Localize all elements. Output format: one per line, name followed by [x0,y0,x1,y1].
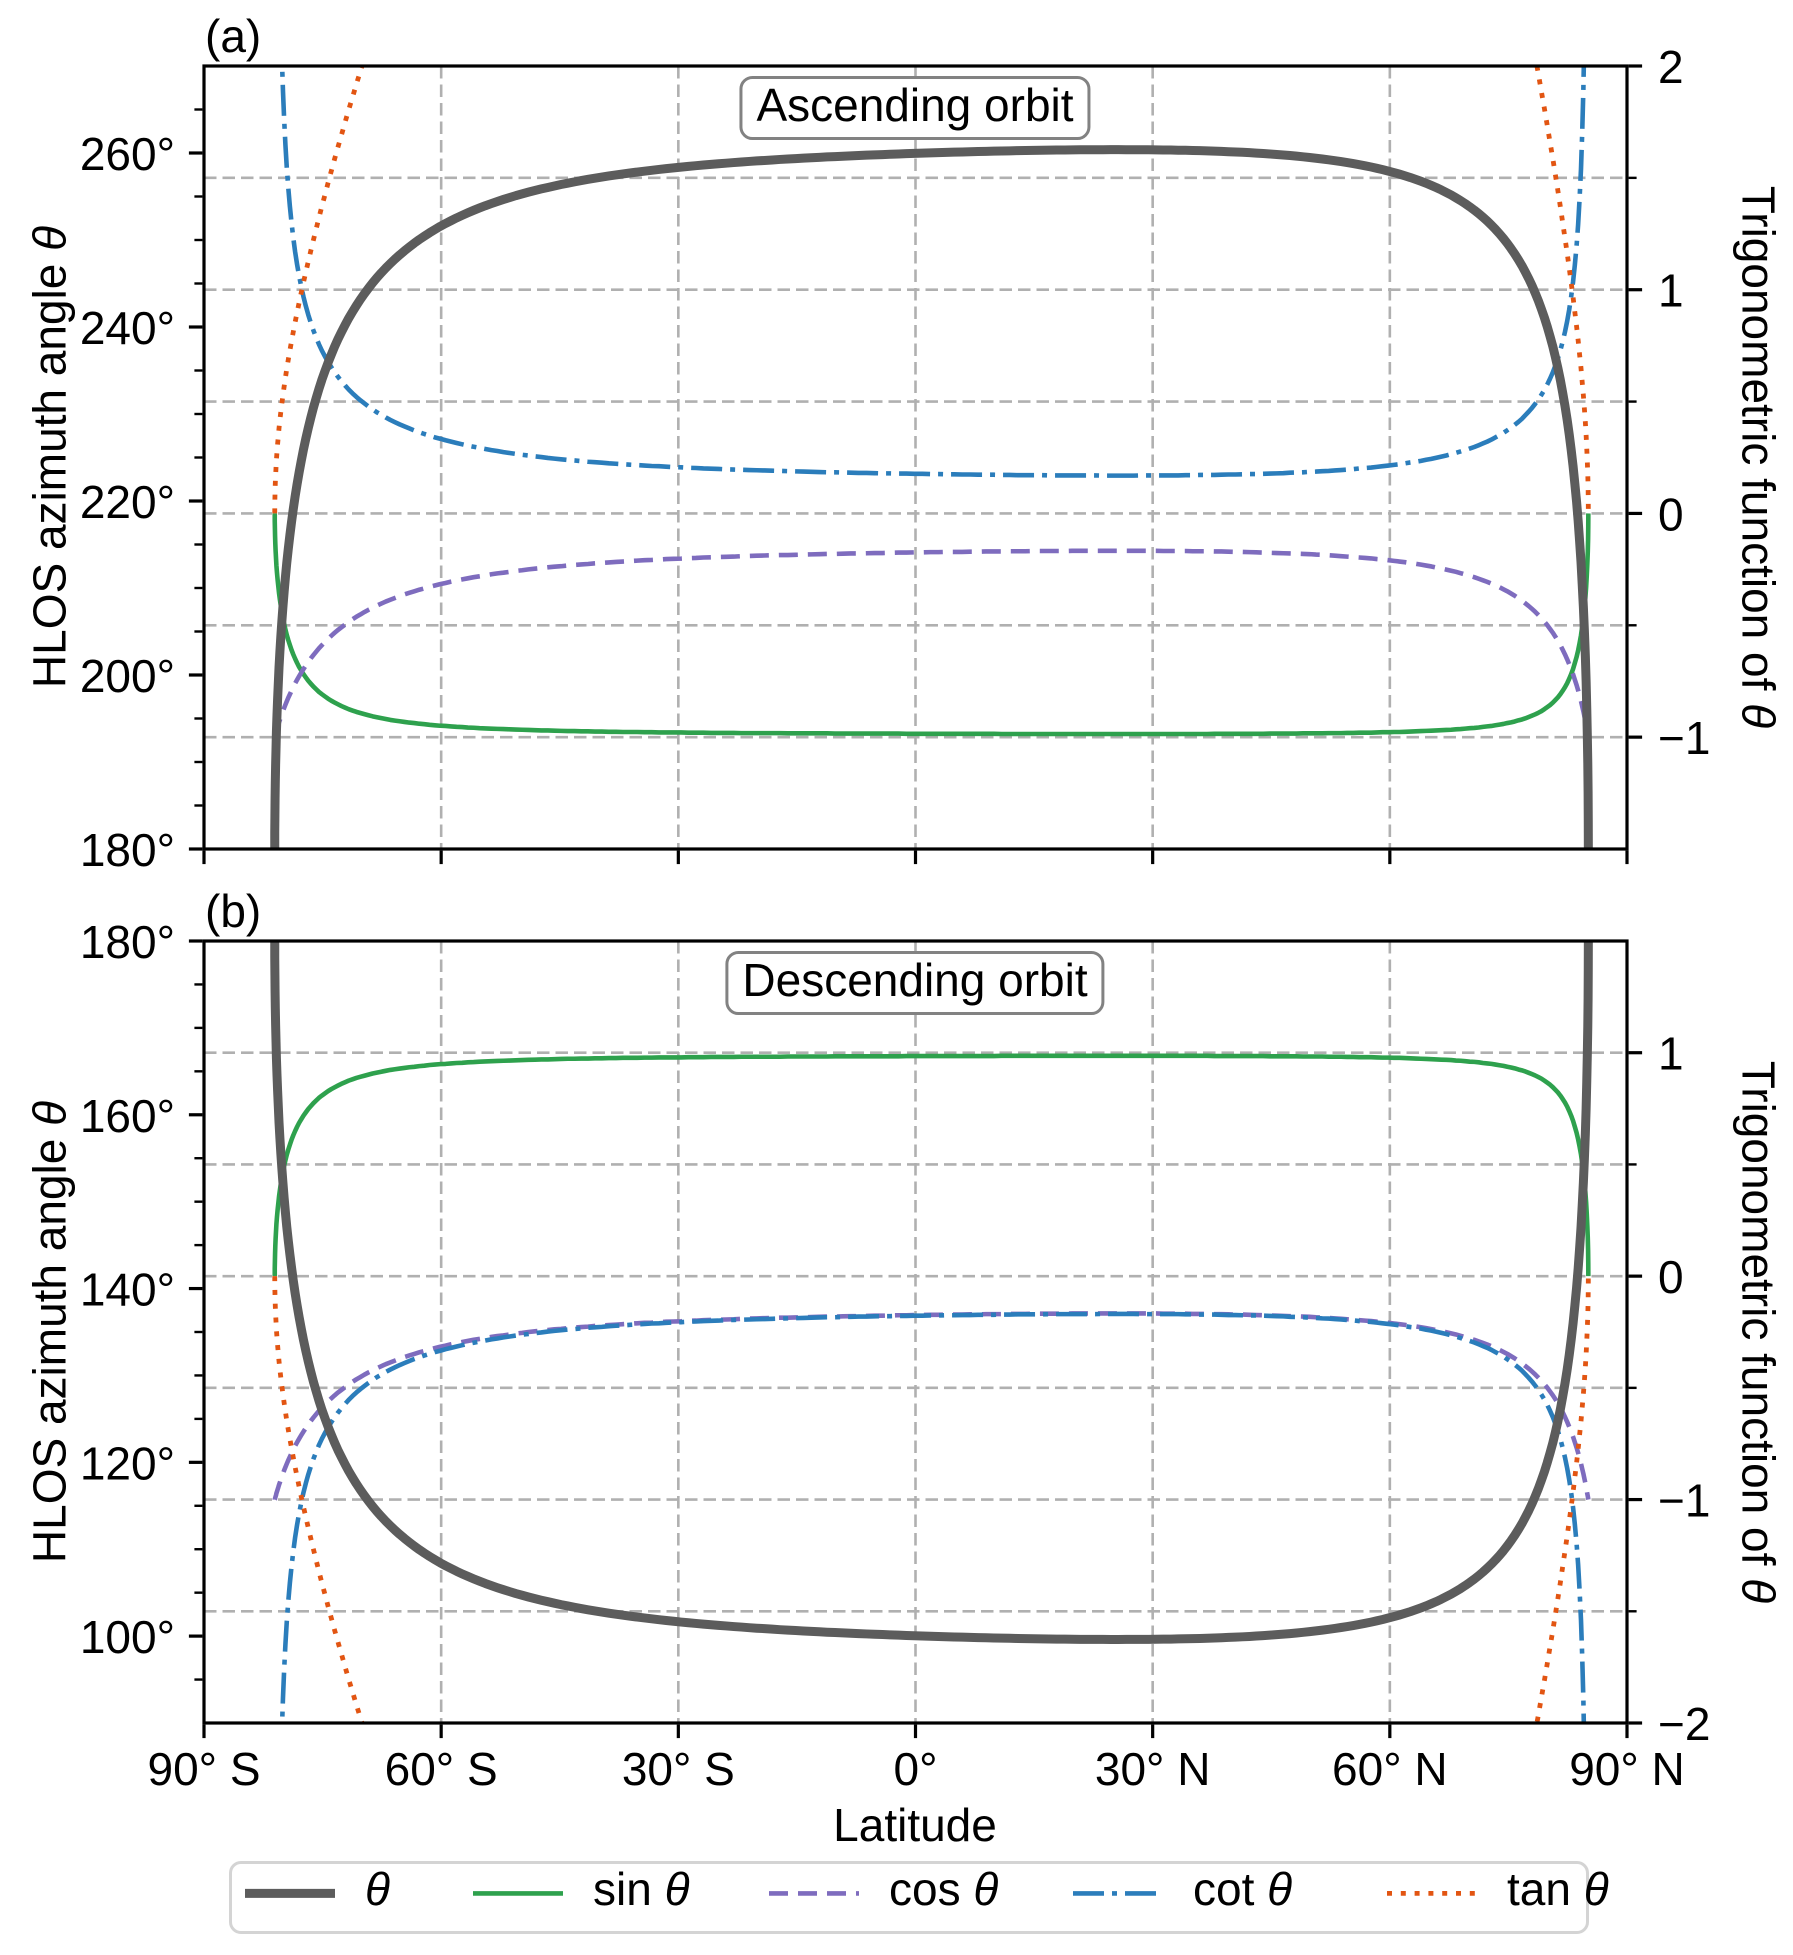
theta-symbol: θ [664,1863,690,1915]
y-axis-label-left-a: HLOS azimuth angle θ [23,225,76,689]
legend-label: tan θ [1507,1863,1609,1915]
theta-symbol: θ [23,225,76,251]
legend-handle [1387,1890,1477,1896]
ytick-label-right: 2 [1658,41,1684,93]
series-b-cos-θ [272,1311,1591,1502]
ytick-label-left: 220° [80,476,175,528]
ytick-label-right: −2 [1658,1698,1710,1750]
ytick-label-right: 1 [1658,265,1684,317]
xtick-label: 90° N [1569,1743,1685,1795]
theta-symbol: θ [1583,1863,1609,1915]
ytick-label-right: 1 [1658,1028,1684,1080]
x-axis-label: Latitude [833,1799,997,1851]
y-axis-label-left-b: HLOS azimuth angle θ [23,1100,76,1564]
series-b-θ [270,941,1593,1644]
series-b-sin-θ [272,1053,1591,1277]
series-b-cot-θ [279,1311,1587,1723]
ytick-label-right: −1 [1658,712,1710,764]
theta-symbol: θ [1732,703,1785,729]
panel-b-title: Descending orbit [742,954,1088,1006]
xtick-label: 60° S [385,1743,498,1795]
ticks-b [188,939,1643,1739]
panel-b: 100° 120° 140° 160° 180° −2 −1 0 1 90° S 60° S 30° … [80,916,1711,1795]
theta-symbol: θ [973,1863,999,1915]
panel-a-label: (a) [205,9,262,62]
tick-labels-a: 180° 200° 220° 240° 260° −1 0 1 2 [80,41,1711,876]
axes-spines-a [202,64,1629,851]
theta-symbol: θ [23,1100,76,1126]
ytick-label-left: 260° [80,128,175,180]
y-axis-label-right-b: Trigonometric function of θ [1732,1060,1785,1604]
panel-b-title-box: Descending orbit [725,951,1105,1015]
legend-label: cos θ [889,1863,999,1915]
theta-symbol: θ [1267,1863,1293,1915]
legend-handle [473,1891,563,1896]
ytick-label-left: 120° [80,1437,175,1489]
ytick-label-left: 200° [80,650,175,702]
ytick-label-left: 160° [80,1090,175,1142]
xtick-label: 0° [894,1743,938,1795]
ytick-label-left: 240° [80,302,175,354]
panel-a: 180° 200° 220° 240° 260° −1 0 1 2 [80,41,1711,876]
legend-label: cot θ [1193,1863,1293,1915]
ytick-label-left: 180° [80,824,175,876]
series-a-cos-θ [272,548,1591,740]
series-a-sin-θ [272,513,1591,737]
ytick-label-right: 0 [1658,488,1684,540]
legend-handle [245,1888,335,1898]
xtick-label: 60° N [1332,1743,1448,1795]
ytick-label-left: 140° [80,1264,175,1316]
legend-label: θ [365,1864,390,1915]
ticks-a [188,64,1643,865]
panel-a-title-box: Ascending orbit [739,76,1091,140]
theta-symbol: θ [365,1863,390,1915]
grid-a [204,66,1627,849]
ytick-label-left: 100° [80,1611,175,1663]
xtick-label: 30° N [1095,1743,1211,1795]
xtick-label: 30° S [622,1743,735,1795]
series-a-θ [270,145,1593,849]
tick-labels-b: 100° 120° 140° 160° 180° −2 −1 0 1 90° S 60° S 30° … [80,916,1711,1795]
axes-spines-b [202,939,1629,1725]
legend-label: sin θ [593,1863,690,1915]
legend: θ sin θ cos θ cot θ tan θ [229,1861,1609,1934]
panel-b-label: (b) [205,884,262,937]
grid-b [204,941,1627,1723]
panel-a-title: Ascending orbit [756,79,1074,131]
ytick-label-left: 180° [80,916,175,968]
y-axis-label-right-a: Trigonometric function of θ [1732,185,1785,729]
ytick-label-right: 0 [1658,1251,1684,1303]
ytick-label-right: −1 [1658,1475,1710,1527]
theta-symbol: θ [1732,1578,1785,1604]
legend-handle [1073,1891,1163,1896]
xtick-label: 90° S [147,1743,260,1795]
series-a-cot-θ [279,66,1587,478]
legend-handle [769,1891,859,1896]
